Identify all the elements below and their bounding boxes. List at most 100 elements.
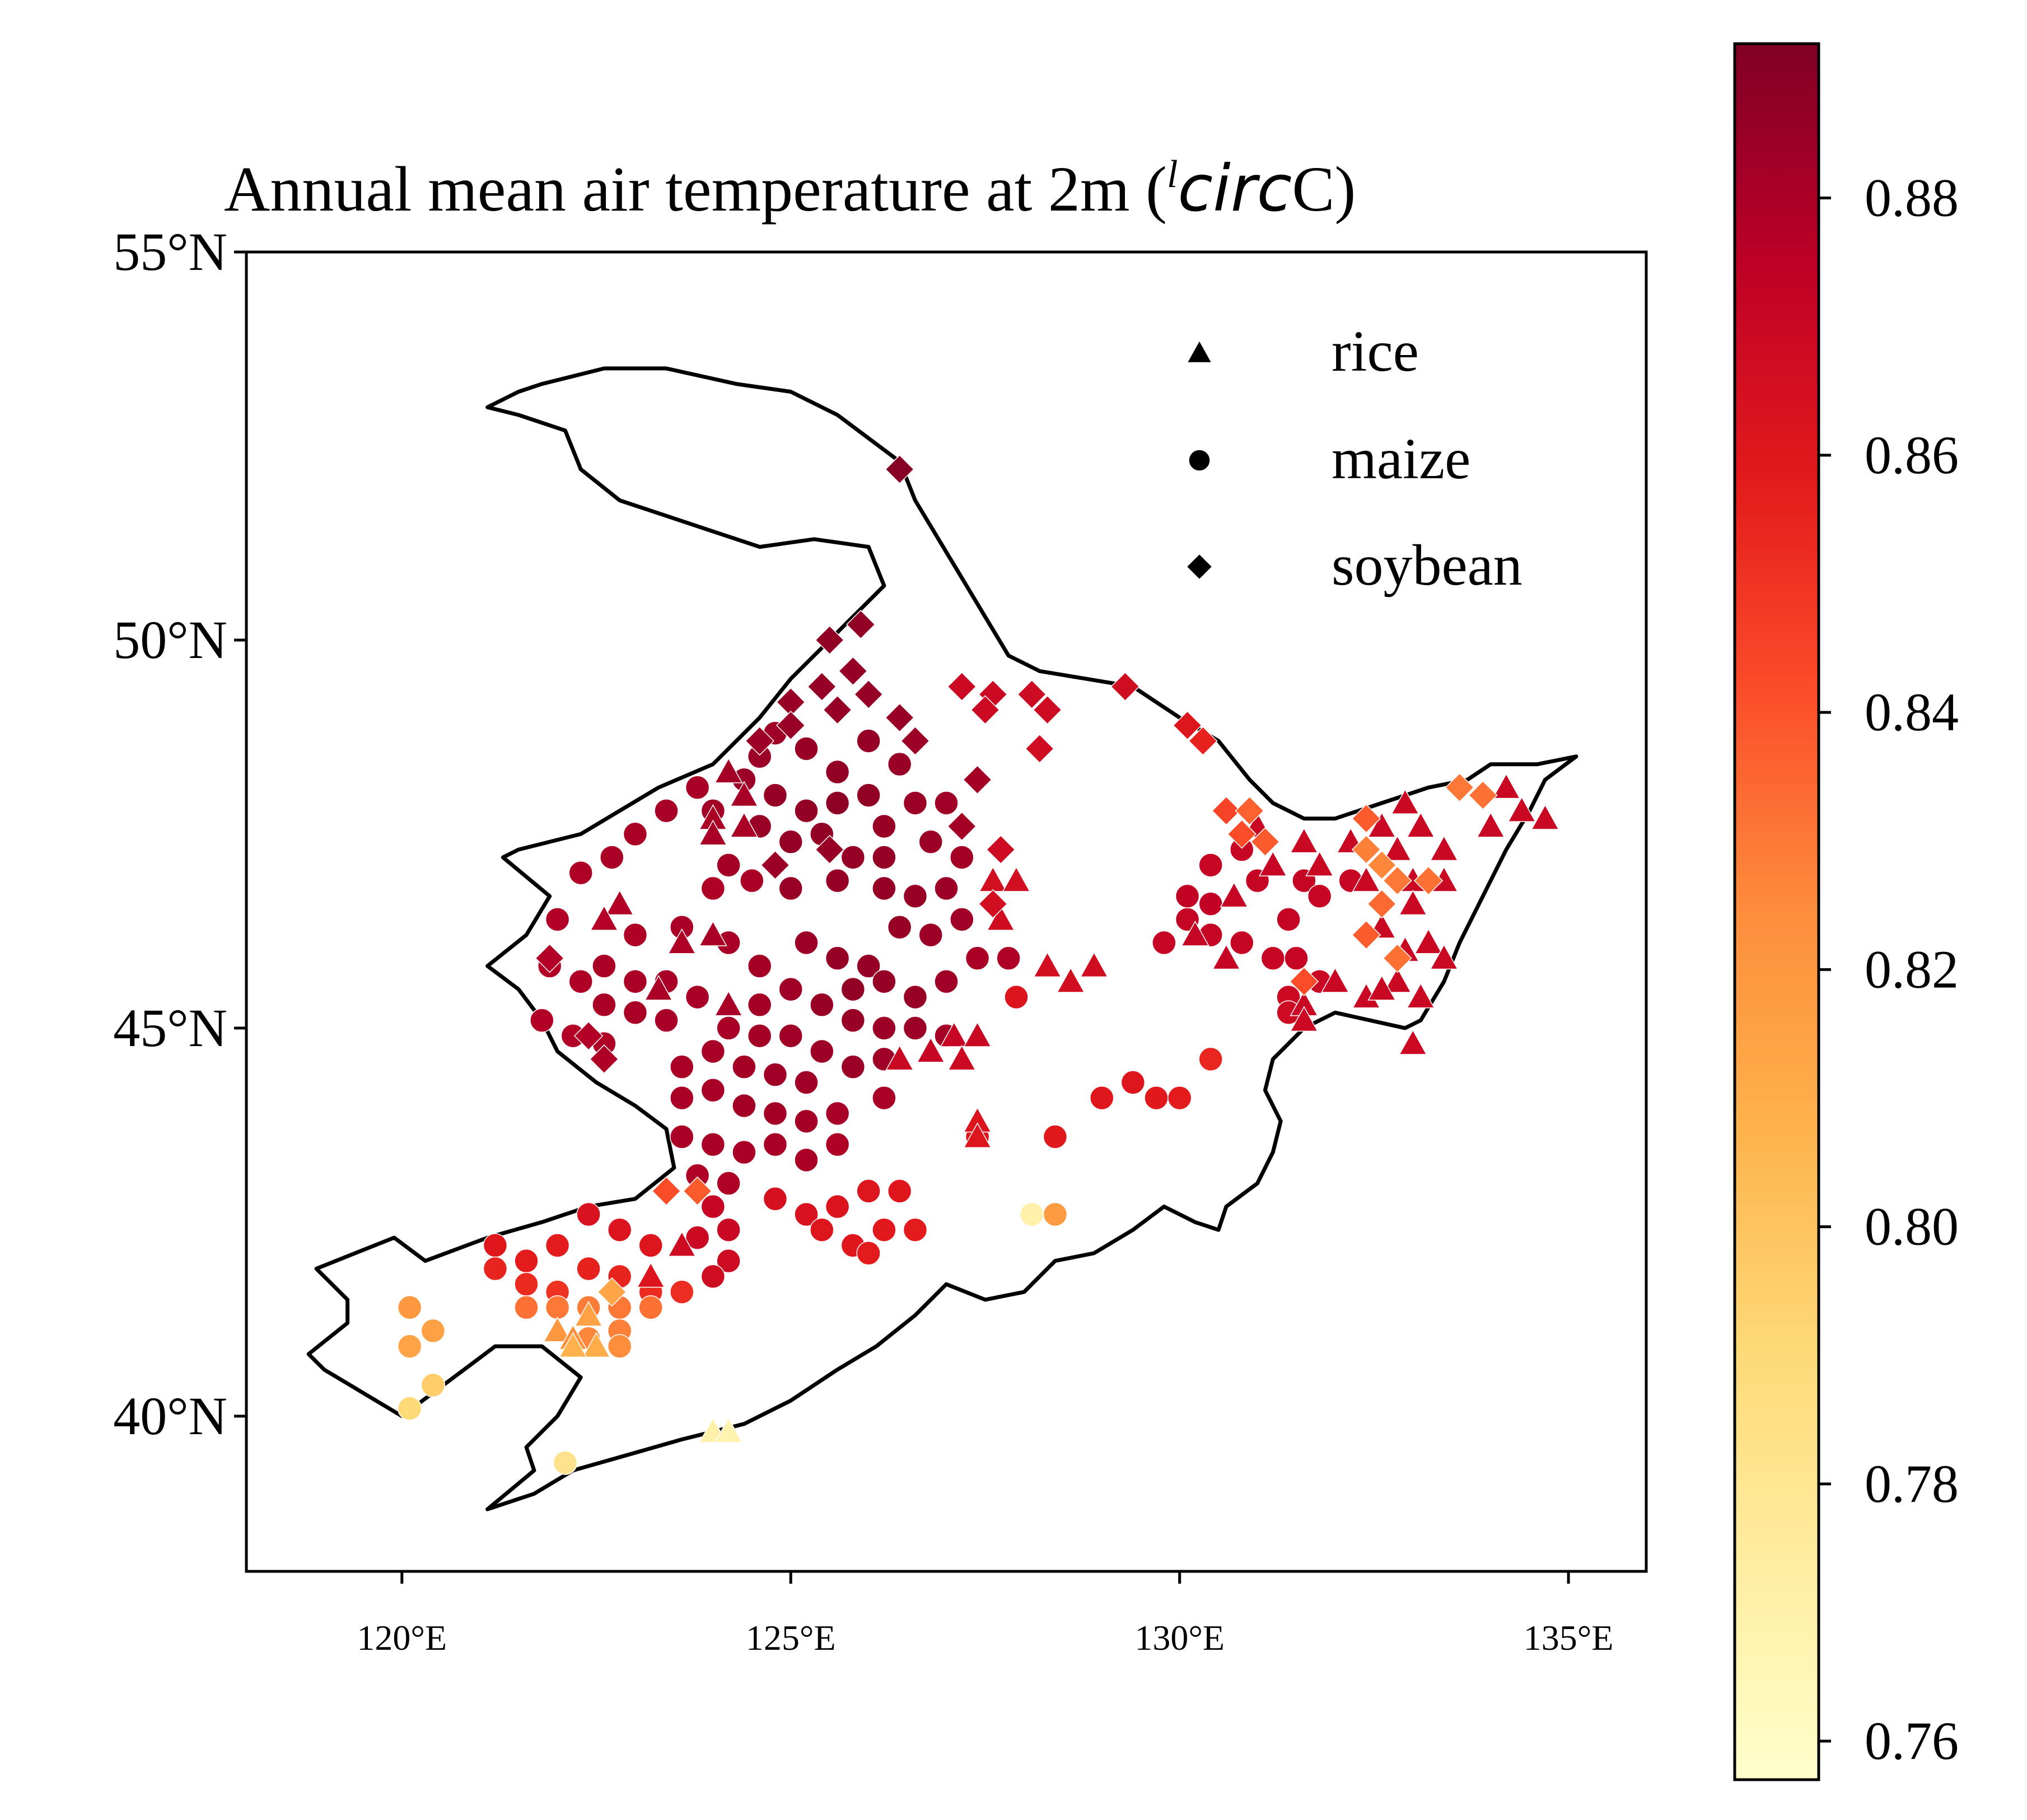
rice-marker [916,1037,945,1063]
maize-marker [763,1132,788,1157]
maize-marker [840,977,866,1002]
maize-marker [1167,1085,1192,1110]
soybean-marker [760,850,790,880]
maize-marker [825,946,850,970]
maize-marker [545,1233,570,1258]
maize-marker [887,1179,912,1203]
legend-entry-soybean: soybean [1186,533,1522,598]
maize-marker [872,969,896,994]
soybean-marker [683,1176,712,1206]
maize-marker [965,946,990,970]
rice-marker [714,990,743,1016]
soybean-marker [1351,834,1381,865]
colorbar-tick-label: 0.78 [1865,1454,1959,1514]
maize-marker [763,783,788,808]
maize-marker [747,1023,772,1048]
maize-marker [996,946,1021,970]
maize-marker [592,992,616,1018]
soybean-marker [1188,726,1218,756]
rice-marker [1406,982,1435,1009]
rice-marker [667,1231,697,1257]
soybean-marker [978,889,1008,919]
rice-marker [1507,796,1536,822]
maize-marker [421,1318,446,1343]
y-tick-label: 50°N [113,610,227,670]
maize-marker [1198,1047,1223,1072]
x-tick-label: 125°E [746,1618,836,1658]
soybean-marker [597,1277,627,1307]
maize-marker [1276,907,1301,932]
soybean-marker [1250,827,1280,857]
maize-marker [1260,946,1286,970]
maize-marker [716,1217,741,1242]
rice-marker [1290,1006,1319,1032]
maize-marker [747,954,772,978]
soybean-marker [1367,850,1397,880]
rice-marker [963,1021,992,1047]
colorbar: 0.76 0.78 0.80 0.82 0.84 0.86 0.88 [1733,42,1959,1781]
y-tick-label: 45°N [113,998,227,1058]
rice-marker [698,819,727,846]
maize-marker [763,1062,788,1087]
maize-marker [700,876,726,901]
rice-marker [1367,974,1397,1001]
maize-marker [872,876,896,901]
maize-marker [397,1334,422,1359]
maize-marker [1230,930,1254,955]
maize-marker [421,1373,446,1398]
soybean-marker [573,1021,604,1051]
maize-marker [794,1147,819,1173]
soybean-marker [1413,866,1444,895]
colorbar-tick-label: 0.88 [1865,168,1959,228]
rice-marker [1406,811,1435,838]
maize-marker [700,1039,726,1064]
maize-marker [856,729,881,753]
soybean-marker [651,1176,681,1206]
soybean-marker [776,711,806,740]
maize-marker [825,1194,850,1219]
maize-marker [545,907,570,932]
maize-marker [794,1109,819,1133]
soybean-marker [838,656,868,686]
soybean-marker [846,609,876,640]
maize-marker [514,1295,539,1320]
rice-marker [885,1044,914,1071]
soybean-marker [970,695,1000,725]
maize-marker [654,799,679,823]
maize-marker [670,1085,694,1110]
rice-marker [590,905,619,931]
rice-marker [1492,773,1521,799]
rice-marker [1414,928,1443,954]
soybean-marker [900,726,930,756]
rice-marker [714,757,743,783]
soybean-marker [823,695,852,725]
maize-marker [903,1016,928,1040]
maize-marker [950,845,974,870]
x-tick-label: 120°E [357,1618,447,1658]
maize-marker [740,868,764,893]
maize-marker [1090,1085,1114,1110]
maize-marker [592,954,616,978]
colorbar-ticks: 0.76 0.78 0.80 0.82 0.84 0.86 0.88 [1819,168,1959,1771]
maize-marker [1004,984,1029,1010]
maize-marker [716,853,741,878]
rice-marker [644,974,673,1001]
rice-marker [1290,827,1319,853]
data-marker-layer [397,454,1559,1475]
maize-marker [763,1101,788,1126]
maize-marker [685,1225,710,1250]
maize-marker [810,1217,834,1242]
rice-marker [1258,851,1287,876]
maize-marker [397,1396,422,1421]
soybean-legend-icon [1186,553,1213,580]
soybean-marker [1383,866,1412,895]
rice-marker [1321,967,1349,993]
maize-marker [685,775,710,800]
soybean-marker [815,834,844,865]
rice-marker [605,889,634,916]
legend: rice maize soybean [1186,319,1522,598]
rice-marker [730,781,759,807]
rice-marker [1367,811,1397,838]
rice-marker [1398,1029,1427,1055]
maize-marker [1043,1202,1068,1227]
